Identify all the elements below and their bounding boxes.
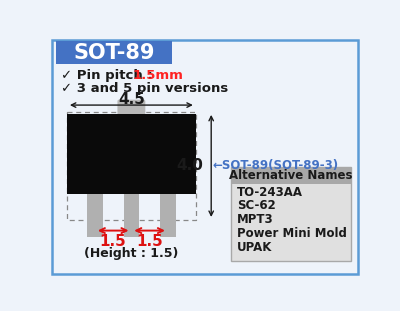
- Bar: [67, 114, 196, 194]
- Bar: [230, 184, 351, 261]
- Text: MPT3: MPT3: [237, 213, 274, 226]
- Text: TO-243AA: TO-243AA: [237, 186, 303, 199]
- Bar: [230, 167, 351, 184]
- Text: Alternative Names: Alternative Names: [229, 169, 352, 182]
- Text: 4.0: 4.0: [176, 158, 204, 174]
- Bar: [124, 194, 139, 237]
- Bar: [87, 194, 103, 237]
- Bar: [67, 112, 196, 220]
- Text: 1.5: 1.5: [136, 234, 163, 249]
- Text: (Height : 1.5): (Height : 1.5): [84, 247, 178, 260]
- Text: ✓ Pin pitch :: ✓ Pin pitch :: [61, 69, 157, 82]
- Text: 1.5mm: 1.5mm: [132, 69, 183, 82]
- Text: UPAK: UPAK: [237, 241, 272, 254]
- Text: SC-62: SC-62: [237, 199, 276, 212]
- Text: ←SOT-89(SOT-89-3): ←SOT-89(SOT-89-3): [213, 160, 339, 172]
- Text: ✓ 3 and 5 pin versions: ✓ 3 and 5 pin versions: [61, 82, 228, 95]
- Text: Power Mini Mold: Power Mini Mold: [237, 227, 347, 240]
- Text: SOT-89: SOT-89: [74, 43, 155, 63]
- Bar: [230, 167, 351, 261]
- Bar: [56, 41, 172, 64]
- FancyBboxPatch shape: [118, 100, 145, 117]
- Text: 4.5: 4.5: [118, 92, 145, 107]
- Bar: [160, 194, 176, 237]
- Text: 1.5: 1.5: [100, 234, 126, 249]
